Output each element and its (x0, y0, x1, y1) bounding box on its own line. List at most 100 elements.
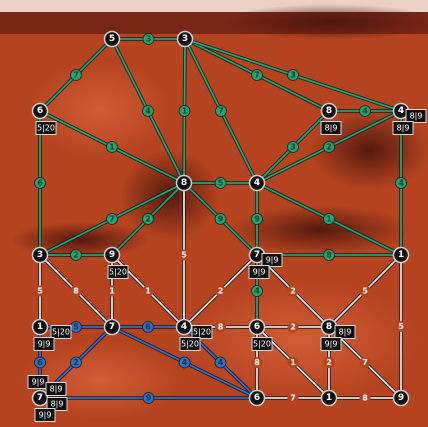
edge-cost: 2 (73, 358, 79, 367)
edge-cost: 3 (290, 71, 296, 80)
city-node[interactable]: 1 (392, 246, 410, 264)
edge-cost-badge (323, 357, 335, 368)
edge-cost-badge (287, 69, 299, 81)
city-label: 6 (254, 393, 260, 403)
city-label: 4 (254, 178, 260, 188)
edge[interactable]: 9 (182, 181, 259, 257)
edge-cost: 5 (73, 323, 79, 332)
city-node[interactable]: 7 (103, 318, 121, 336)
resource-text: 9|9 (253, 268, 266, 277)
city-label: 9 (109, 250, 115, 260)
edge-cost-badge (178, 356, 191, 369)
city-node[interactable]: 8 8|9 (320, 102, 342, 135)
edge-cost: 1 (109, 287, 115, 296)
city-label: 6 (37, 106, 43, 116)
city-label: 9 (398, 393, 404, 403)
city-circle (31, 102, 49, 120)
city-node[interactable]: 4 8|98|9 (392, 102, 427, 135)
edge[interactable]: 4 (110, 38, 186, 184)
edge-cost-badge (106, 141, 118, 153)
city-circle (248, 389, 266, 407)
edge[interactable]: 8 (329, 392, 401, 404)
edge[interactable]: 4 (329, 105, 401, 117)
edge-cost: 4 (218, 358, 224, 367)
edge[interactable]: 2 (40, 249, 112, 261)
city-node[interactable]: 7 9|9 8|9 8|9 9|9 (27, 375, 68, 422)
resource-text: 5|20 (109, 268, 127, 277)
edge-cost-badge (106, 285, 118, 297)
city-node[interactable]: 5 (103, 30, 121, 48)
edge[interactable]: 2 (110, 181, 186, 257)
edge-cost: 8 (73, 287, 79, 296)
resource-box (320, 337, 342, 351)
edge[interactable]: 3 (112, 33, 185, 45)
edge[interactable]: 7 (183, 38, 259, 184)
edge[interactable]: 3 (255, 109, 331, 185)
city-node[interactable]: 6 (248, 389, 266, 407)
city-node[interactable]: 1 5|209|9 (31, 318, 72, 351)
city-node[interactable]: 7 9|99|9 (248, 246, 283, 279)
city-node[interactable]: 4 (248, 174, 266, 192)
edge[interactable]: 4 (111, 325, 258, 400)
city-node[interactable]: 3 (31, 246, 49, 264)
resource-box (45, 382, 67, 396)
resource-box (35, 121, 57, 135)
edge[interactable]: 5 (327, 253, 403, 329)
edge-cost: 1 (182, 107, 188, 116)
edge-cost-badge (142, 321, 154, 333)
city-node[interactable]: 1 (320, 389, 338, 407)
edge[interactable]: 9 (40, 392, 257, 404)
edge-cost: 8 (326, 251, 332, 260)
edge[interactable]: 3 (184, 37, 402, 113)
resource-box (107, 265, 129, 279)
city-node[interactable]: 6 5|20 (248, 318, 273, 351)
city-label: 1 (398, 250, 404, 260)
edge-cost-badge (106, 213, 118, 225)
city-circle (392, 389, 410, 407)
edge[interactable]: 6 (112, 321, 184, 333)
city-label: 4 (181, 322, 187, 332)
city-node[interactable]: 4 5|20 5|20 (175, 318, 213, 351)
resource-box (191, 325, 213, 339)
edge[interactable]: 1 (39, 109, 185, 185)
city-node[interactable]: 9 5|20 (103, 246, 129, 279)
edge[interactable]: 2 (182, 253, 259, 329)
edge[interactable]: 7 (184, 37, 330, 113)
city-node[interactable]: 6 5|20 (31, 102, 57, 135)
edge[interactable]: 1 (178, 38, 191, 184)
edge[interactable]: 9 (251, 183, 263, 255)
city-node[interactable]: 3 (176, 30, 194, 48)
edge[interactable]: 7 (38, 37, 114, 113)
city-node[interactable]: 9 (392, 389, 410, 407)
edge-cost-badge (178, 249, 190, 261)
edge[interactable]: 8 (38, 253, 114, 329)
edge[interactable]: 7 (39, 181, 185, 257)
edge[interactable]: 5 (34, 255, 46, 327)
resource-text: 9|9 (39, 411, 52, 420)
edge-cost: 4 (182, 358, 188, 367)
city-node[interactable]: 8 8|99|9 (320, 318, 356, 351)
edge[interactable]: 5 (178, 183, 190, 327)
edge[interactable]: 5 (395, 255, 407, 398)
edge[interactable]: 1 (256, 181, 402, 257)
edge-cost-badge (215, 105, 227, 117)
edge-cost: 1 (109, 143, 115, 152)
edge-cost-badge (287, 357, 299, 368)
edge-cost: 5 (37, 287, 43, 296)
edge-cost: 8 (218, 323, 224, 332)
edge-cost: 4 (145, 107, 151, 116)
city-circle (103, 246, 121, 264)
edge-cost: 2 (290, 287, 296, 296)
edge-cost: 3 (290, 143, 296, 152)
edge[interactable]: 2 (256, 109, 402, 185)
edge-cost-badge (251, 69, 263, 81)
edge[interactable]: 7 (257, 392, 329, 404)
edge-cost-badge (287, 392, 299, 404)
edge[interactable]: 2 (257, 321, 329, 333)
edge[interactable]: 5 (184, 177, 257, 189)
city-circle (103, 30, 121, 48)
edge-cost-badge (215, 321, 226, 333)
edge-cost: 1 (145, 287, 151, 296)
city-node[interactable]: 8 (175, 174, 193, 192)
